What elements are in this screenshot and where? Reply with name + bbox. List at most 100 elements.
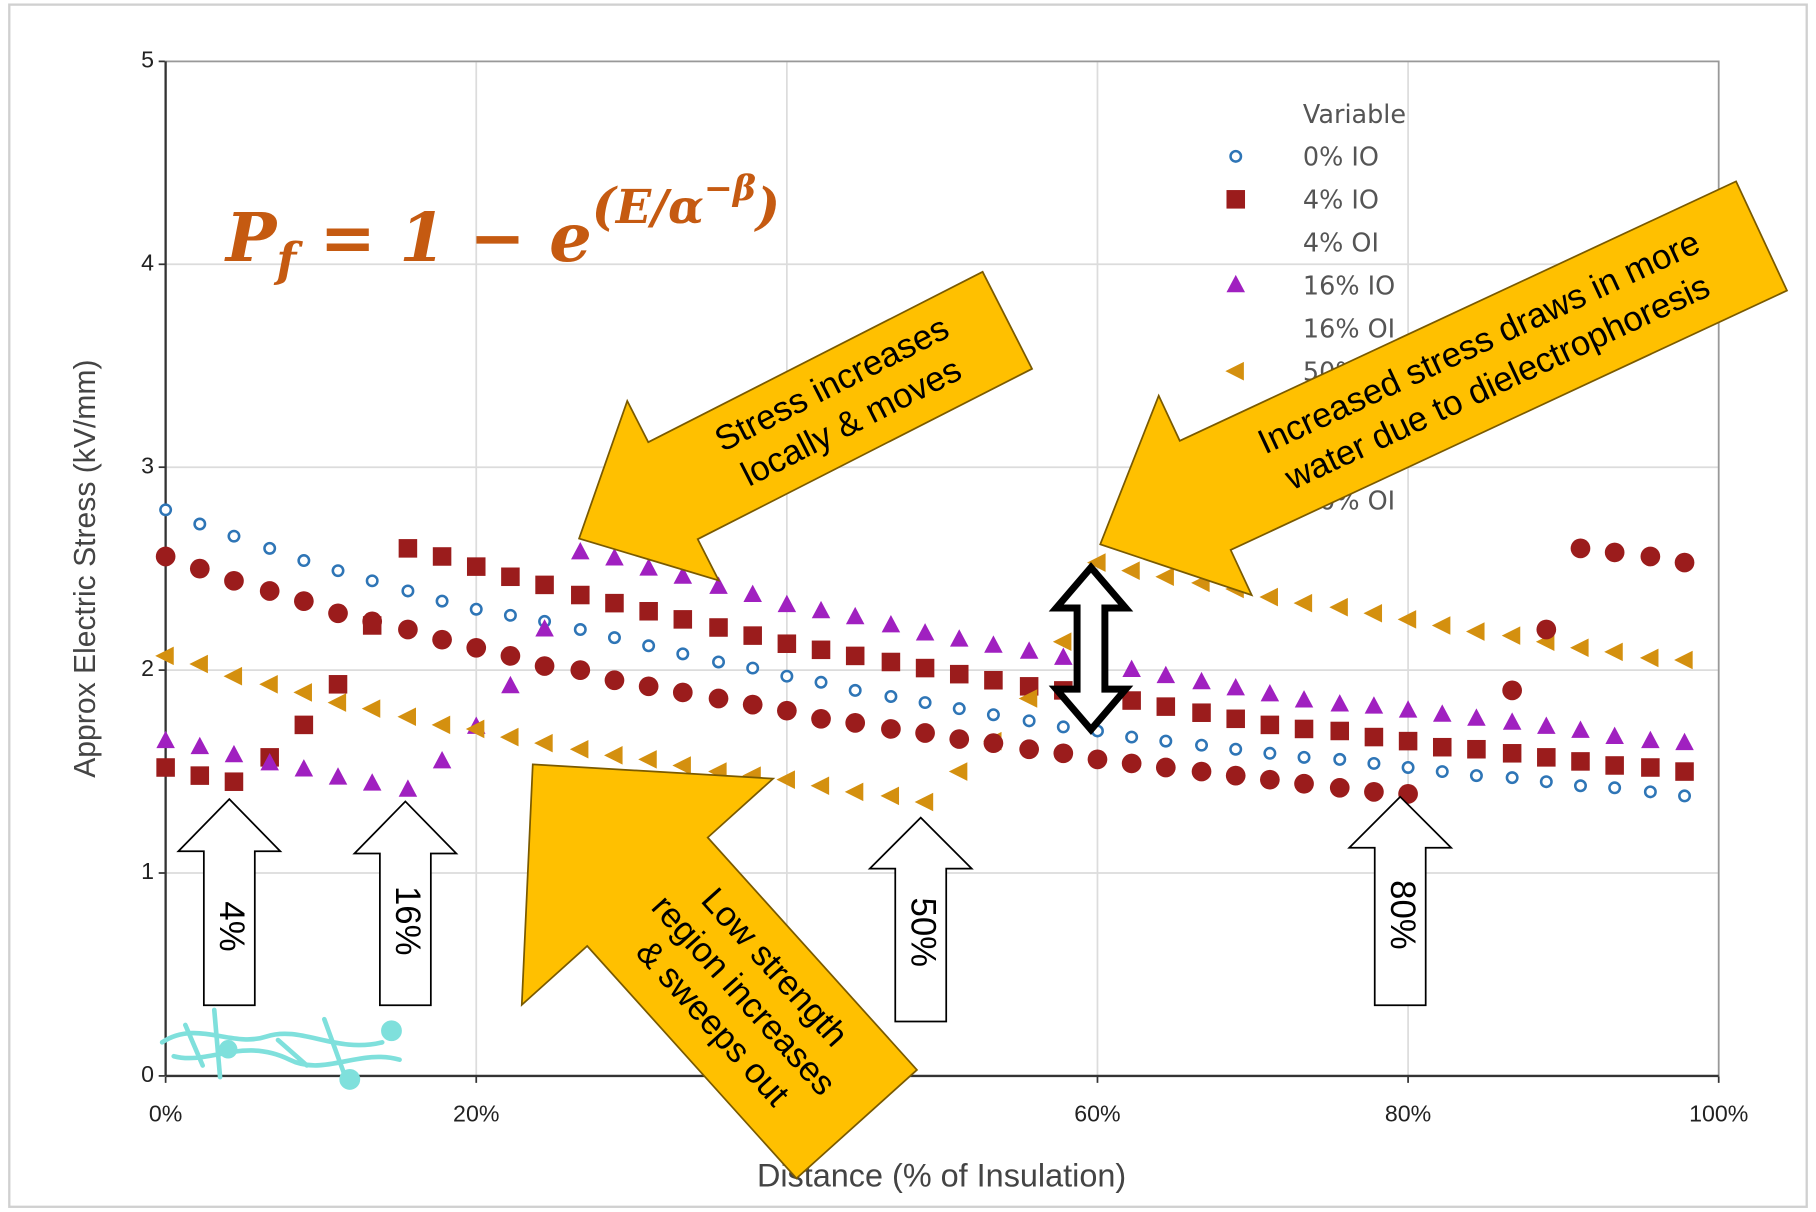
point bbox=[1399, 732, 1418, 751]
point bbox=[575, 624, 585, 634]
arrow-label: 80% bbox=[1383, 880, 1421, 950]
point bbox=[673, 683, 693, 703]
point bbox=[954, 703, 964, 713]
point bbox=[294, 591, 314, 611]
point bbox=[1230, 744, 1240, 754]
chart: 0123450%20%40%60%80%100%Variable0% IO4% … bbox=[0, 0, 1816, 1212]
point bbox=[1571, 539, 1591, 559]
point bbox=[224, 571, 244, 591]
point bbox=[1156, 758, 1176, 778]
point bbox=[501, 646, 521, 666]
point bbox=[605, 670, 625, 690]
legend-label: 4% IO bbox=[1303, 186, 1379, 216]
point bbox=[988, 710, 998, 720]
legend-title: Variable bbox=[1303, 100, 1406, 130]
point bbox=[1365, 728, 1384, 747]
point bbox=[1641, 758, 1660, 777]
point bbox=[747, 663, 757, 673]
point bbox=[1536, 620, 1556, 640]
formula-eq: = 1 − bbox=[296, 198, 549, 277]
point bbox=[1122, 754, 1142, 774]
point bbox=[467, 557, 486, 576]
formula-close: ) bbox=[754, 177, 780, 237]
point bbox=[1502, 681, 1522, 701]
y-axis-label: Approx Electric Stress (kV/mm) bbox=[69, 360, 102, 778]
point bbox=[264, 543, 274, 553]
point bbox=[678, 649, 688, 659]
point bbox=[1609, 783, 1619, 793]
point bbox=[362, 612, 382, 632]
point bbox=[886, 691, 896, 701]
point bbox=[850, 685, 860, 695]
point bbox=[1571, 752, 1590, 771]
point bbox=[333, 565, 343, 575]
legend-marker bbox=[1226, 190, 1245, 209]
point bbox=[816, 677, 826, 687]
legend-label: 0% IO bbox=[1303, 143, 1379, 173]
x-tick-label: 80% bbox=[1385, 1100, 1431, 1126]
point bbox=[156, 547, 176, 567]
x-tick-label: 60% bbox=[1074, 1100, 1120, 1126]
point bbox=[295, 716, 314, 735]
point bbox=[782, 671, 792, 681]
point bbox=[882, 653, 901, 672]
point bbox=[1335, 754, 1345, 764]
point bbox=[1294, 774, 1314, 794]
point bbox=[570, 660, 590, 680]
point bbox=[1024, 716, 1034, 726]
formula-exp: −β bbox=[704, 167, 756, 208]
point bbox=[1019, 739, 1039, 759]
point bbox=[1605, 543, 1625, 563]
point bbox=[367, 576, 377, 586]
point bbox=[1541, 776, 1551, 786]
point bbox=[984, 733, 1004, 753]
point bbox=[1330, 778, 1350, 798]
point bbox=[1537, 748, 1556, 767]
point bbox=[433, 547, 452, 566]
y-tick-label: 0 bbox=[141, 1061, 154, 1087]
y-tick-label: 5 bbox=[141, 47, 154, 73]
legend-marker bbox=[1231, 151, 1241, 161]
point bbox=[881, 719, 901, 739]
legend-label: 4% OI bbox=[1303, 229, 1379, 259]
point bbox=[156, 758, 175, 777]
point bbox=[1157, 697, 1176, 716]
point bbox=[1503, 744, 1522, 763]
point bbox=[1126, 732, 1136, 742]
point bbox=[1679, 791, 1689, 801]
point bbox=[398, 620, 418, 640]
point bbox=[1192, 703, 1211, 722]
point bbox=[1192, 762, 1212, 782]
point bbox=[643, 641, 653, 651]
point bbox=[812, 641, 831, 660]
arrow-label: 4% bbox=[212, 901, 250, 951]
point bbox=[501, 568, 520, 587]
point bbox=[466, 638, 486, 658]
point bbox=[605, 594, 624, 613]
point bbox=[260, 581, 280, 601]
point bbox=[191, 766, 210, 785]
legend-label: 16% OI bbox=[1303, 315, 1395, 345]
point bbox=[1261, 716, 1280, 735]
y-tick-label: 1 bbox=[141, 858, 154, 884]
point bbox=[571, 586, 590, 605]
x-tick-label: 0% bbox=[149, 1100, 182, 1126]
point bbox=[709, 689, 729, 709]
point bbox=[916, 659, 935, 678]
point bbox=[743, 626, 762, 645]
point bbox=[713, 657, 723, 667]
point bbox=[1330, 722, 1349, 741]
point bbox=[846, 647, 865, 666]
point bbox=[984, 671, 1003, 690]
point bbox=[1161, 736, 1171, 746]
point bbox=[403, 586, 413, 596]
point bbox=[1369, 758, 1379, 768]
point bbox=[329, 675, 348, 694]
formula-open: ( bbox=[592, 177, 618, 237]
point bbox=[1053, 743, 1073, 763]
point bbox=[1364, 782, 1384, 802]
point bbox=[709, 618, 728, 637]
point bbox=[399, 539, 418, 558]
point bbox=[1675, 553, 1695, 573]
legend-label: 16% IO bbox=[1303, 272, 1395, 302]
